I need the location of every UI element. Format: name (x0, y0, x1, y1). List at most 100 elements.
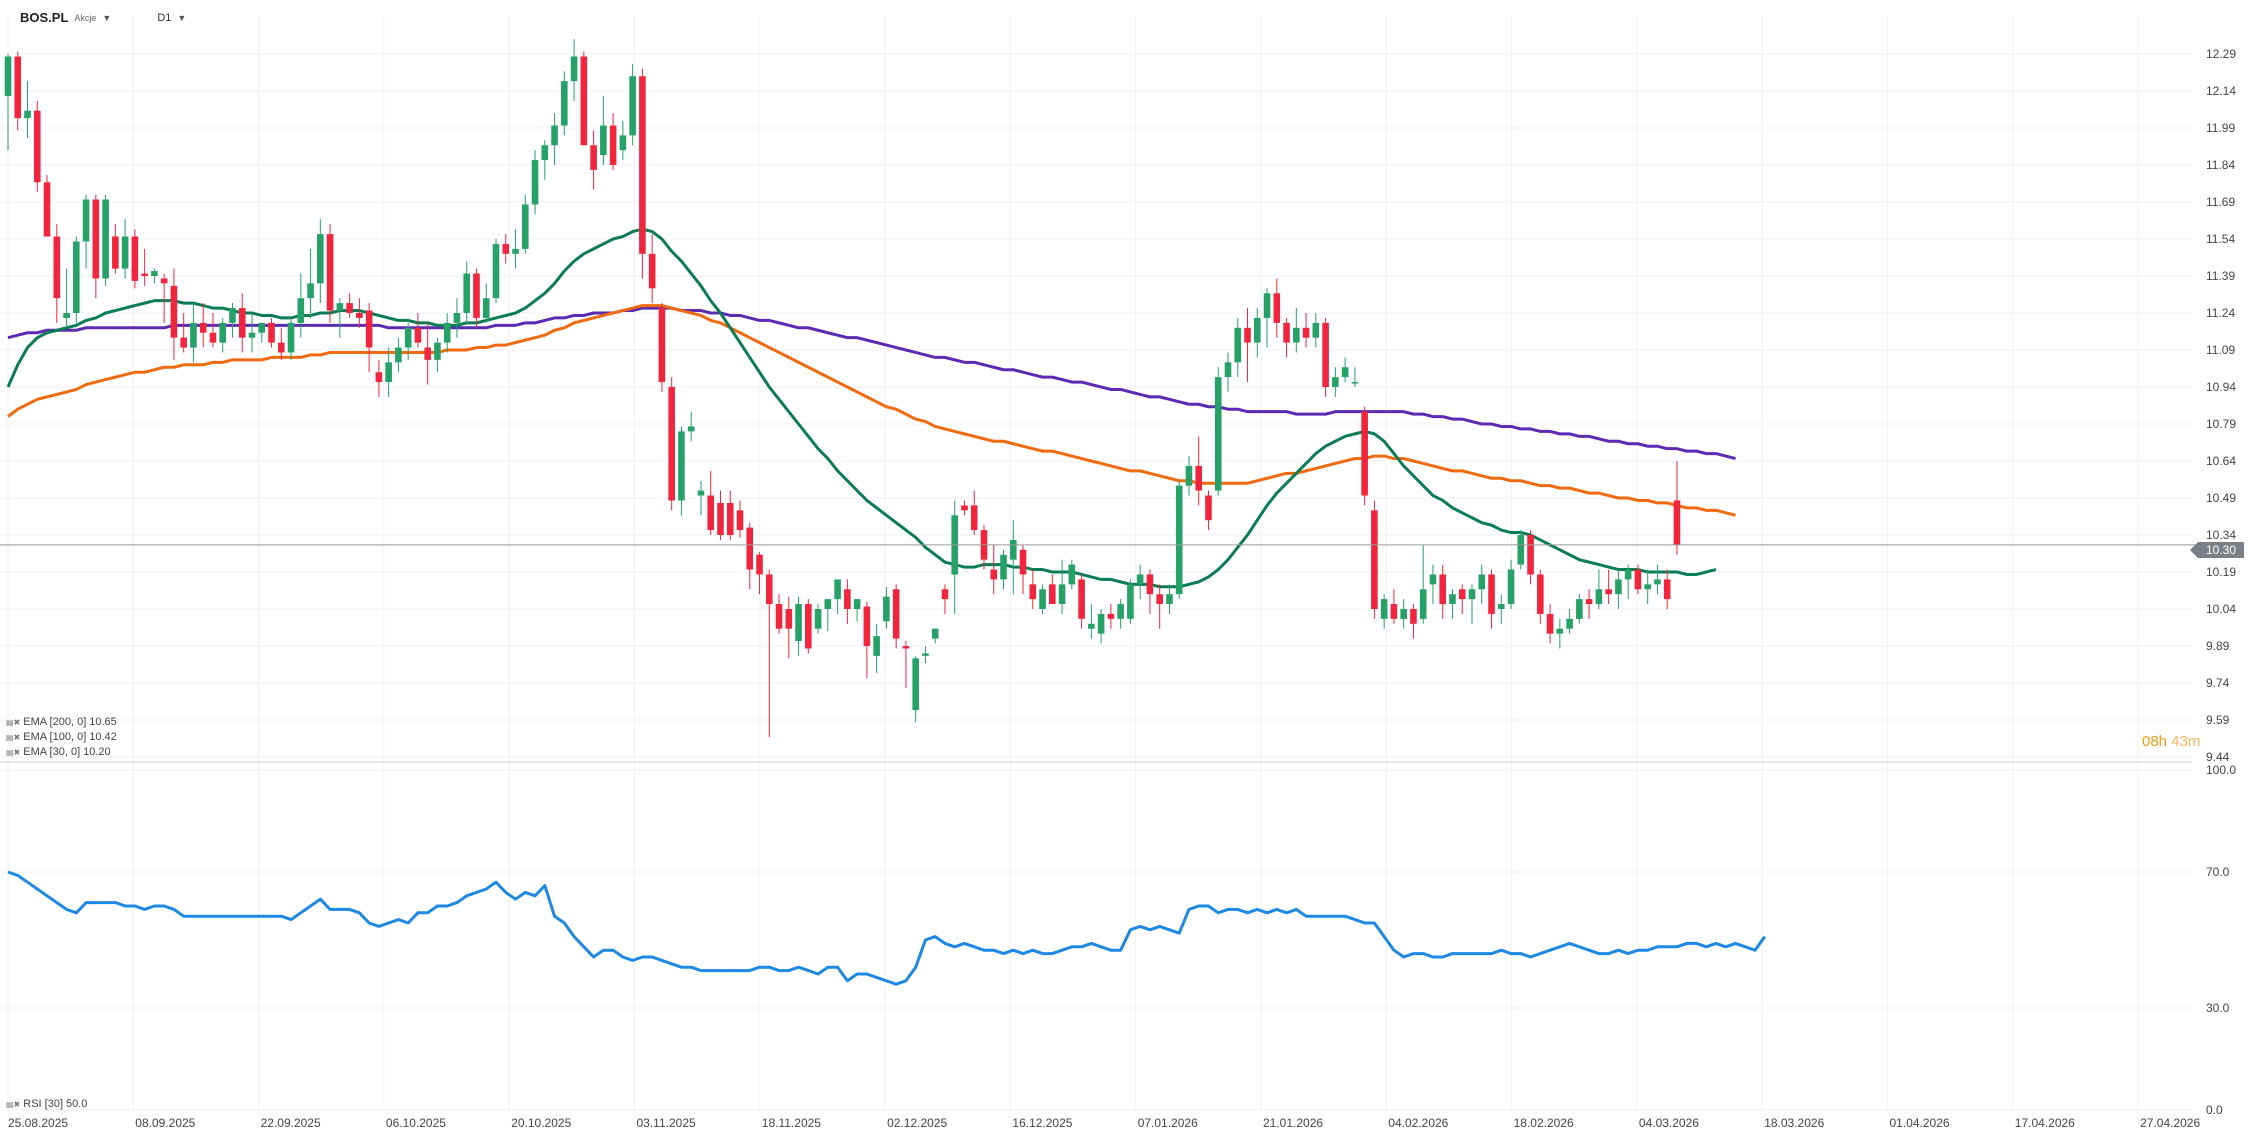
legend-rsi-name: RSI [30] (23, 1098, 64, 1110)
candle (521, 194, 529, 254)
candle (1029, 569, 1037, 609)
candle-body (1585, 599, 1593, 605)
candle-body (1419, 589, 1427, 619)
candle-body (180, 337, 187, 348)
candle-body (580, 56, 588, 146)
candle (1175, 480, 1183, 600)
instrument-type-label: Akcje (74, 12, 97, 23)
candle (33, 100, 41, 193)
candle-body (1332, 377, 1339, 387)
candle (1439, 564, 1447, 619)
y-tick-label: 10.34 (2206, 528, 2236, 542)
candle (883, 586, 890, 629)
candle (82, 194, 90, 269)
candle-body (1205, 495, 1212, 521)
candle-body (1546, 613, 1554, 634)
timeframe-selector[interactable]: D1 (157, 12, 171, 24)
legend-ema100[interactable]: ▤✖ EMA [100, 0] 10.42 (6, 731, 117, 743)
y-tick-label: 0.0 (2206, 1103, 2223, 1117)
candle-body (970, 505, 978, 531)
legend-ema30[interactable]: ▤✖ EMA [30, 0] 10.20 (6, 746, 111, 758)
candle-body (326, 234, 334, 311)
candle-body (1009, 539, 1017, 560)
candle-body (1439, 574, 1447, 605)
candle-body (1127, 584, 1134, 619)
candle (473, 268, 480, 328)
y-tick-label: 11.99 (2206, 121, 2235, 135)
candle-body (726, 502, 734, 535)
candle (1527, 530, 1534, 585)
eye-settings-icon[interactable]: ▤✖ (6, 747, 21, 757)
candle (1302, 313, 1310, 348)
candle (648, 234, 656, 304)
eye-settings-icon[interactable]: ▤✖ (6, 717, 21, 727)
candle-body (1410, 609, 1417, 624)
timeframe-dropdown-caret-down-icon[interactable]: ▼ (177, 12, 187, 23)
candle-body (1234, 327, 1242, 363)
candle (1390, 589, 1398, 624)
candle (824, 599, 832, 632)
candle-body (229, 308, 236, 323)
candle-body (687, 426, 695, 432)
x-tick-label: 01.04.2026 (1890, 1116, 1950, 1130)
eye-settings-icon[interactable]: ▤✖ (6, 1099, 21, 1109)
candle-body (1253, 317, 1261, 343)
candle (1546, 604, 1554, 644)
candle-body (1283, 322, 1290, 343)
candle-body (844, 589, 851, 609)
candle (570, 39, 578, 101)
candle-body (238, 308, 246, 338)
y-tick-label: 10.64 (2206, 454, 2236, 468)
x-tick-label: 02.12.2025 (887, 1116, 947, 1130)
candle-body (551, 125, 558, 146)
candle (1000, 549, 1007, 590)
eye-settings-icon[interactable]: ▤✖ (6, 732, 21, 742)
y-tick-label: 9.89 (2206, 639, 2230, 653)
candle-body (785, 609, 793, 629)
candle (726, 490, 734, 540)
candle-body (961, 505, 968, 511)
candle (1166, 584, 1173, 614)
candle (1663, 569, 1671, 609)
candle (1449, 589, 1456, 619)
x-tick-label: 20.10.2025 (511, 1116, 571, 1130)
candle-body (570, 56, 578, 82)
candle-body (141, 273, 148, 276)
candle-body (248, 332, 256, 338)
candle-body (1595, 589, 1603, 605)
candle-body (1068, 564, 1076, 585)
legend-ema200[interactable]: ▤✖ EMA [200, 0] 10.65 (6, 716, 117, 728)
candle-body (658, 308, 666, 383)
legend-rsi[interactable]: ▤✖ RSI [30] 50.0 (6, 1098, 87, 1110)
candle-body (4, 56, 12, 96)
candle-countdown: 08h 43m (2142, 733, 2200, 750)
candle-body (63, 313, 70, 318)
candle-body (1527, 535, 1534, 575)
candle-body (1263, 293, 1271, 318)
candle-body (297, 298, 305, 323)
candle (1380, 594, 1388, 629)
candle (746, 522, 754, 590)
candle-body (336, 303, 344, 311)
candle (892, 584, 900, 649)
candle (1673, 461, 1681, 555)
candle (180, 313, 187, 353)
candle-body (112, 236, 119, 269)
candle (765, 569, 773, 738)
candle (531, 150, 539, 215)
candle-body (1117, 604, 1124, 619)
candle-body (853, 599, 861, 609)
candle-body (678, 431, 685, 501)
y-tick-label: 11.24 (2206, 306, 2235, 320)
candle-body (795, 604, 802, 642)
symbol-label[interactable]: BOS.PL (20, 10, 69, 25)
candle (414, 313, 422, 348)
rsi-line (7, 870, 1767, 986)
candle-body (307, 283, 314, 299)
x-tick-label: 27.04.2026 (2140, 1116, 2200, 1130)
candle (951, 500, 959, 614)
symbol-dropdown-caret-down-icon[interactable]: ▼ (102, 12, 112, 23)
candle-body (1302, 327, 1310, 338)
candle-body (268, 322, 275, 343)
